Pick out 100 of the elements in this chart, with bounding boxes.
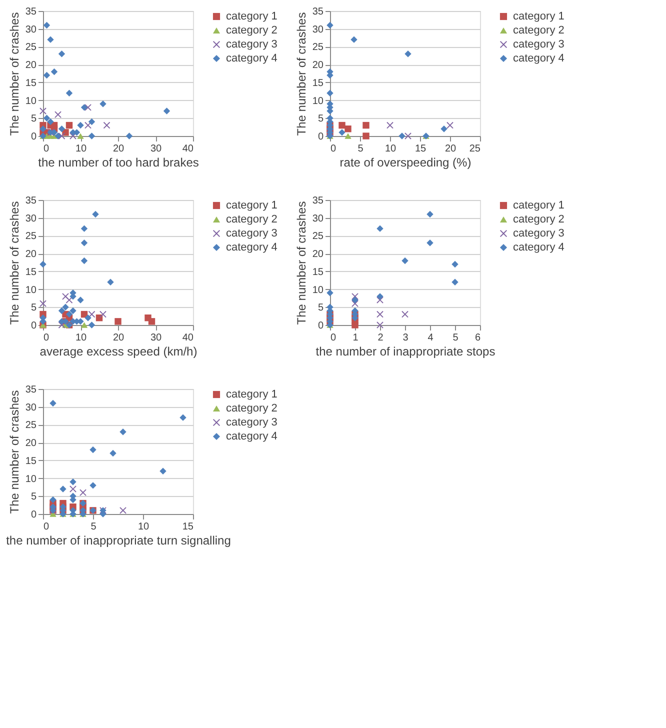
legend-label: category 2 (226, 402, 278, 414)
point (80, 489, 86, 496)
point (404, 50, 412, 58)
legend-label: category 2 (513, 214, 564, 226)
legend-label: category 3 (226, 38, 278, 50)
point (398, 132, 406, 140)
point (58, 50, 66, 58)
y-tick-label: 10 (25, 284, 37, 296)
x-tick-label: 2 (378, 332, 384, 344)
point (352, 322, 358, 328)
y-tick-label: 30 (25, 24, 37, 36)
point (120, 428, 126, 436)
x-tick-label: 0 (44, 522, 50, 532)
x-tick-label: 15 (414, 144, 426, 154)
y-tick-label: 20 (312, 249, 324, 260)
legend-label: category 1 (513, 200, 564, 212)
x-axis-title: rate of overspeeding (%) (340, 156, 472, 170)
x-tick-label: 3 (402, 332, 409, 344)
x-tick-label: 10 (75, 332, 87, 344)
y-tick-label: 20 (25, 249, 37, 260)
point (50, 496, 56, 504)
y-tick-label: 10 (25, 474, 37, 485)
point (60, 486, 66, 492)
y-tick-label: 5 (318, 302, 324, 314)
point (80, 322, 88, 328)
y-tick-label: 35 (25, 196, 37, 206)
x-tick-label: 15 (182, 522, 194, 532)
point (77, 133, 84, 139)
point (452, 278, 458, 286)
x-tick-label: 0 (330, 144, 336, 154)
point (103, 122, 110, 129)
point (148, 318, 156, 325)
point (62, 304, 69, 310)
y-tick-label: 0 (318, 132, 324, 142)
x-tick-label: 40 (182, 144, 194, 154)
point (43, 114, 50, 122)
legend-label: category 1 (226, 388, 278, 400)
point (88, 132, 96, 140)
x-tick-label: 25 (469, 144, 481, 154)
x-tick-label: 20 (112, 332, 124, 344)
x-tick-label: 0 (330, 332, 336, 344)
x-tick-label: 6 (474, 332, 481, 344)
legend-label: category 4 (226, 52, 278, 64)
x-tick-label: 5 (90, 522, 97, 532)
point (80, 240, 88, 246)
point (54, 132, 62, 140)
x-tick-label: 0 (44, 332, 50, 344)
y-tick-label: 20 (25, 60, 37, 72)
point (350, 36, 358, 43)
legend-label: category 3 (226, 416, 278, 428)
y-tick-label: 10 (25, 96, 37, 107)
point (80, 257, 88, 264)
point (58, 307, 66, 314)
point (66, 90, 73, 96)
y-tick-label: 0 (30, 510, 37, 520)
y-tick-label: 20 (312, 60, 324, 72)
point (47, 36, 54, 43)
x-tick-label: 20 (444, 144, 456, 154)
point (88, 118, 96, 126)
y-axis-title: The number of crashes (294, 12, 308, 136)
point (66, 122, 73, 129)
point (362, 132, 370, 140)
legend-label: category 4 (513, 242, 564, 254)
point (40, 108, 46, 114)
point (77, 296, 84, 304)
point (426, 240, 434, 246)
y-tick-label: 25 (312, 42, 324, 54)
y-tick-label: 5 (30, 302, 37, 314)
point (326, 90, 334, 96)
point (77, 122, 84, 129)
x-tick-label: 0 (44, 144, 50, 154)
legend-label: category 1 (513, 10, 564, 22)
x-tick-label: 1 (352, 332, 359, 344)
point (338, 122, 346, 129)
point (90, 482, 96, 489)
y-axis-title: The number of crashes (7, 201, 22, 325)
point (180, 414, 186, 421)
point (70, 486, 76, 492)
y-axis-title: The number of crashes (7, 12, 22, 136)
point (440, 126, 448, 132)
y-tick-label: 10 (312, 96, 324, 107)
point (43, 22, 50, 29)
y-tick-label: 25 (25, 231, 37, 242)
point (54, 111, 62, 118)
point (160, 468, 166, 474)
x-tick-label: 30 (150, 144, 162, 154)
x-tick-label: 10 (75, 144, 87, 154)
legend-label: category 4 (226, 430, 278, 442)
point (338, 129, 346, 136)
x-axis-title: average excess speed (km/h) (40, 344, 198, 358)
y-tick-label: 35 (25, 6, 37, 18)
legend-label: category 3 (513, 38, 564, 50)
x-tick-label: 40 (182, 332, 194, 344)
point (40, 260, 46, 268)
y-tick-label: 0 (30, 320, 37, 332)
point (66, 310, 73, 318)
legend-label: category 4 (513, 52, 564, 64)
point (43, 72, 50, 79)
point (58, 126, 66, 132)
point (376, 293, 384, 300)
